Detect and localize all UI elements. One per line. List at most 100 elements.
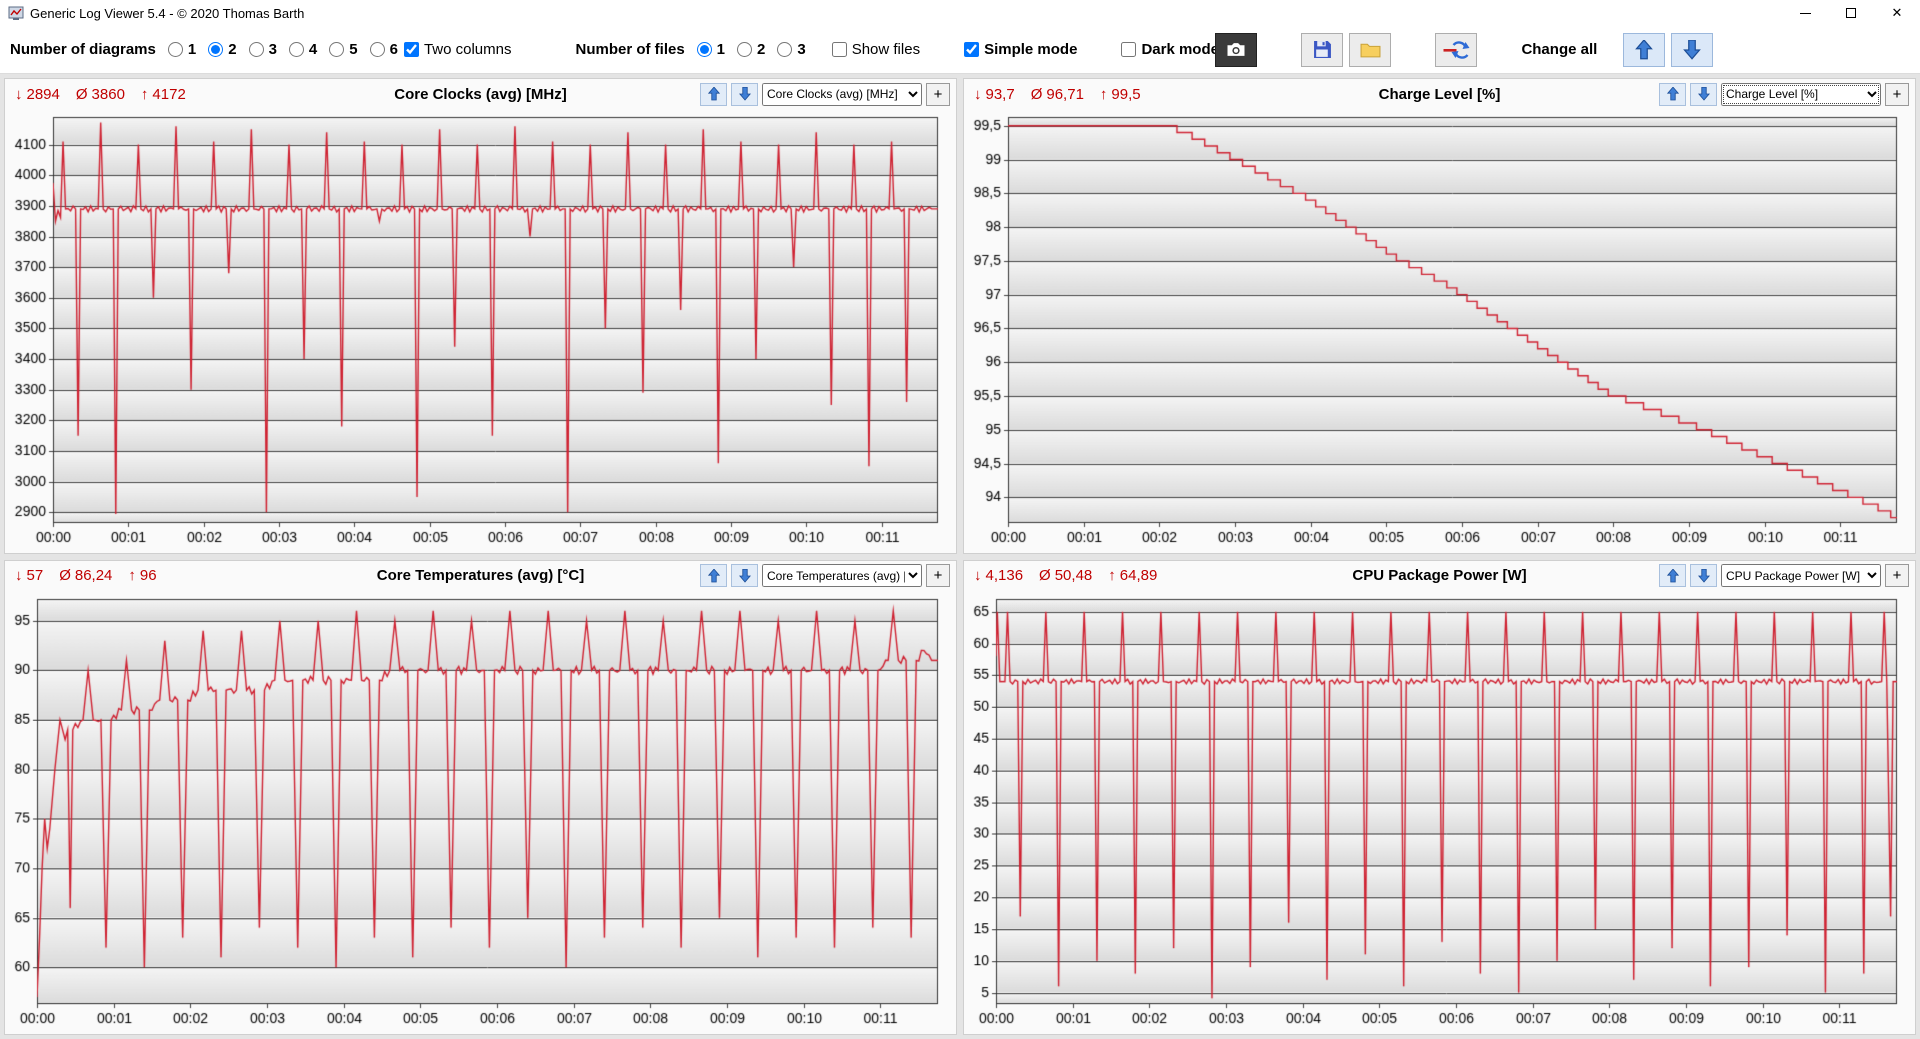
screenshot-button[interactable] [1215, 32, 1258, 67]
radio-diagrams-4-input[interactable] [288, 42, 304, 57]
show-files-checkbox-input[interactable] [831, 42, 847, 57]
avg-icon: Ø [75, 85, 88, 103]
dark-mode-checkbox[interactable]: Dark mode [1121, 41, 1215, 58]
close-button[interactable]: ✕ [1874, 0, 1920, 26]
channel-select[interactable]: Charge Level [%] [1721, 82, 1881, 106]
down-arrow-icon [738, 87, 751, 101]
channel-select[interactable]: CPU Package Power [W] [1721, 564, 1881, 587]
toolbar: Number of diagrams 1 2 3 4 5 6 Two colum… [0, 26, 1920, 74]
radio-files-2-input[interactable] [737, 42, 753, 57]
radio-files-1-label: 1 [716, 41, 726, 58]
charge-level-chart-canvas[interactable] [964, 109, 1915, 553]
panel-charge-level: ↓ 93,7 Ø 96,71 ↑ 99,5 Charge Level [%] Char… [963, 78, 1916, 554]
panel-header: ↓ 57 Ø 86,24 ↑ 96 Core Temperatures (avg) [… [5, 561, 956, 591]
window-title: Generic Log Viewer 5.4 - © 2020 Thomas B… [30, 5, 305, 21]
panel-controls: Core Clocks (avg) [MHz] + [700, 79, 950, 109]
app-icon [8, 5, 24, 21]
radio-files-3-input[interactable] [777, 42, 793, 57]
chart-move-down-button[interactable] [731, 82, 758, 106]
max-icon: ↑ [1099, 85, 1108, 103]
dark-mode-checkbox-input[interactable] [1121, 42, 1137, 57]
two-columns-checkbox-input[interactable] [403, 42, 419, 57]
radio-diagrams-1[interactable]: 1 [167, 41, 197, 58]
open-file-button[interactable] [1349, 32, 1392, 67]
panel-controls: Charge Level [%] + [1659, 79, 1909, 109]
up-arrow-icon [1666, 568, 1679, 582]
maximize-button[interactable] [1828, 0, 1874, 26]
panel-controls: Core Temperatures (avg) [°C] + [700, 561, 950, 591]
radio-diagrams-3-input[interactable] [248, 42, 264, 57]
simple-mode-checkbox[interactable]: Simple mode [964, 41, 1077, 58]
radio-files-2[interactable]: 2 [737, 41, 765, 58]
app-logo-icon [8, 6, 24, 20]
min-icon: ↓ [15, 567, 23, 584]
max-icon: ↑ [140, 85, 149, 103]
save-icon [1313, 41, 1331, 58]
radio-files-1[interactable]: 1 [696, 41, 726, 58]
panel-controls: CPU Package Power [W] + [1659, 561, 1909, 591]
radio-diagrams-4[interactable]: 4 [288, 41, 317, 58]
avg-value: 96,71 [1046, 85, 1084, 103]
up-arrow-icon [707, 87, 720, 101]
panel-core-clocks: ↓ 2894 Ø 3860 ↑ 4172 Core Clocks (avg) [MHz… [4, 78, 957, 554]
channel-select[interactable]: Core Clocks (avg) [MHz] [762, 82, 922, 106]
two-columns-checkbox[interactable]: Two columns [403, 41, 512, 58]
radio-diagrams-5-input[interactable] [329, 42, 345, 57]
down-arrow-icon [1697, 87, 1710, 101]
two-columns-label: Two columns [423, 41, 512, 58]
show-files-checkbox[interactable]: Show files [831, 41, 921, 58]
radio-diagrams-3-label: 3 [268, 41, 277, 58]
min-value: 93,7 [985, 85, 1015, 103]
channel-select[interactable]: Core Temperatures (avg) [°C] [762, 564, 922, 587]
radio-diagrams-6[interactable]: 6 [369, 41, 398, 58]
radio-files-1-input[interactable] [696, 42, 712, 57]
line-color-refresh-button[interactable] [1435, 32, 1478, 67]
chart-title: Core Clocks (avg) [MHz] [394, 85, 567, 103]
max-icon: ↑ [128, 567, 136, 584]
save-button[interactable] [1301, 32, 1344, 67]
chart-move-down-button[interactable] [1690, 564, 1717, 587]
chart-move-up-button[interactable] [1659, 564, 1686, 587]
avg-value: 50,48 [1054, 567, 1093, 584]
chart-move-down-button[interactable] [731, 564, 758, 587]
add-channel-button[interactable]: + [1885, 564, 1909, 587]
radio-diagrams-1-input[interactable] [167, 42, 183, 57]
max-value: 96 [139, 567, 157, 584]
charts-grid: ↓ 2894 Ø 3860 ↑ 4172 Core Clocks (avg) [MHz… [0, 74, 1920, 1039]
core-temperatures-chart-canvas[interactable] [5, 590, 956, 1034]
chart-move-down-button[interactable] [1690, 82, 1717, 106]
min-value: 2894 [26, 85, 60, 103]
minimize-button[interactable] [1782, 0, 1828, 26]
add-channel-button[interactable]: + [926, 564, 950, 587]
chart-title: Core Temperatures (avg) [°C] [376, 567, 585, 584]
chart-stats: ↓ 57 Ø 86,24 ↑ 96 [15, 561, 157, 591]
core-clocks-chart-canvas[interactable] [5, 109, 956, 553]
dark-mode-label: Dark mode [1141, 41, 1216, 58]
add-channel-button[interactable]: + [1885, 82, 1909, 106]
change-all-up-button[interactable] [1623, 32, 1666, 67]
avg-icon: Ø [59, 567, 71, 584]
radio-diagrams-5[interactable]: 5 [329, 41, 358, 58]
avg-value: 86,24 [74, 567, 113, 584]
folder-icon [1360, 43, 1381, 58]
change-all-down-button[interactable] [1671, 32, 1714, 67]
avg-icon: Ø [1030, 85, 1043, 103]
radio-files-3[interactable]: 3 [777, 41, 806, 58]
show-files-label: Show files [851, 41, 921, 58]
chart-move-up-button[interactable] [700, 564, 727, 587]
chart-move-up-button[interactable] [700, 82, 727, 106]
cpu-package-power-chart-canvas[interactable] [964, 590, 1915, 1034]
down-arrow-icon [1683, 39, 1702, 60]
add-channel-button[interactable]: + [926, 82, 950, 106]
chart-move-up-button[interactable] [1659, 82, 1686, 106]
radio-diagrams-2-input[interactable] [208, 42, 224, 57]
panel-header: ↓ 4,136 Ø 50,48 ↑ 64,89 CPU Package Power [… [964, 561, 1915, 591]
radio-diagrams-6-input[interactable] [369, 42, 385, 57]
max-value: 4172 [152, 85, 186, 103]
radio-diagrams-3[interactable]: 3 [248, 41, 277, 58]
up-arrow-icon [707, 568, 720, 582]
radio-diagrams-1-label: 1 [187, 41, 197, 58]
simple-mode-checkbox-input[interactable] [964, 42, 980, 57]
radio-diagrams-2[interactable]: 2 [208, 41, 237, 58]
